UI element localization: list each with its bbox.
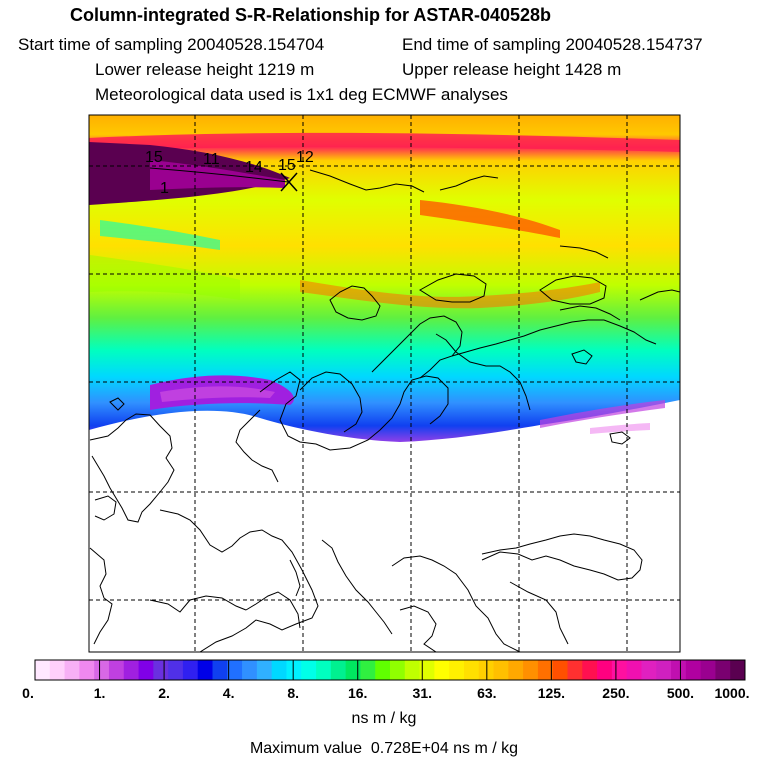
colorbar-tick-label: 250. xyxy=(602,685,630,701)
colorbar-segment xyxy=(212,660,228,680)
colorbar-segment xyxy=(301,660,317,680)
maximum-value-line: Maximum value 0.728E+04 ns m / kg xyxy=(250,740,518,758)
colorbar-segment xyxy=(582,660,598,680)
end-time-label: End time of sampling 20040528.154737 xyxy=(402,35,703,54)
track-label: 11 xyxy=(203,151,220,168)
colorbar-segment xyxy=(626,660,642,680)
colorbar-segment xyxy=(286,660,302,680)
start-time-label: Start time of sampling 20040528.154704 xyxy=(18,35,325,54)
colorbar-segment xyxy=(242,660,258,680)
colorbar-segment xyxy=(123,660,139,680)
track-label: 12 xyxy=(296,149,314,166)
track-label: 14 xyxy=(245,159,263,176)
colorbar-segment xyxy=(94,660,110,680)
colorbar-segment xyxy=(552,660,568,680)
colorbar-segment xyxy=(493,660,509,680)
colorbar-segment xyxy=(227,660,243,680)
colorbar-unit: ns m / kg xyxy=(351,710,417,727)
colorbar-segment xyxy=(271,660,287,680)
map-frame xyxy=(88,114,681,653)
colorbar-segment xyxy=(138,660,154,680)
colorbar-segment xyxy=(671,660,687,680)
colorbar-segment xyxy=(523,660,539,680)
lower-release-label: Lower release height 1219 m xyxy=(95,60,315,79)
colorbar-segment xyxy=(597,660,613,680)
colorbar-frame xyxy=(34,659,746,681)
met-data-label: Meteorological data used is 1x1 deg ECMW… xyxy=(95,85,508,104)
colorbar-segment xyxy=(108,660,125,680)
colorbar-segment xyxy=(49,660,65,680)
colorbar-tick-label: 1000. xyxy=(714,685,750,701)
colorbar-segment xyxy=(404,660,420,680)
colorbar-segment xyxy=(508,660,524,680)
x-marker-icon xyxy=(280,172,298,192)
maximum-value: 0.728E+04 ns m / kg xyxy=(370,740,519,757)
trajectory-track: 15 11 14 15 12 1 xyxy=(145,149,314,197)
colorbar-segment xyxy=(197,660,213,680)
colorbar-segment xyxy=(153,660,169,680)
colorbar-segment xyxy=(611,660,628,680)
colorbar-segment xyxy=(537,660,554,680)
colorbar-tick-label: 2. xyxy=(158,685,170,701)
colorbar-segment xyxy=(685,660,702,680)
plot-title: Column-integrated S-R-Relationship for A… xyxy=(70,5,552,25)
colorbar-segment xyxy=(656,660,672,680)
track-label: 15 xyxy=(145,149,163,166)
colorbar-segment xyxy=(700,660,716,680)
colorbar xyxy=(34,659,746,681)
colorbar-segment xyxy=(434,660,450,680)
colorbar-segment xyxy=(419,660,435,680)
concentration-field xyxy=(89,115,680,652)
colorbar-tick-label: 0. xyxy=(22,685,34,701)
graticule xyxy=(89,115,680,652)
colorbar-segment xyxy=(641,660,657,680)
colorbar-segment xyxy=(64,660,80,680)
coastlines xyxy=(89,169,680,652)
colorbar-segment xyxy=(182,660,199,680)
colorbar-segment xyxy=(463,660,480,680)
colorbar-tick-label: 125. xyxy=(537,685,565,701)
colorbar-tick-label: 500. xyxy=(666,685,695,701)
colorbar-segment xyxy=(360,660,376,680)
colorbar-segment xyxy=(715,660,731,680)
maximum-value-label: Maximum value xyxy=(249,740,362,757)
colorbar-segment xyxy=(168,660,184,680)
colorbar-segment xyxy=(35,660,51,680)
colorbar-tick-label: 1. xyxy=(93,685,106,701)
colorbar-segment xyxy=(316,660,332,680)
colorbar-tick-label: 8. xyxy=(287,685,300,701)
colorbar-segment xyxy=(330,660,347,680)
colorbar-segment xyxy=(390,660,406,680)
colorbar-segment xyxy=(375,660,391,680)
colorbar-segment xyxy=(345,660,361,680)
track-label: 1 xyxy=(160,180,169,197)
track-label: 15 xyxy=(278,157,296,174)
colorbar-segment xyxy=(79,660,95,680)
colorbar-tick-label: 31. xyxy=(412,685,432,701)
colorbar-tick-label: 4. xyxy=(222,685,235,701)
colorbar-segment xyxy=(730,660,746,680)
colorbar-segment xyxy=(256,660,273,680)
colorbar-tick-label: 63. xyxy=(477,685,497,701)
colorbar-segment xyxy=(449,660,465,680)
upper-release-label: Upper release height 1428 m xyxy=(402,60,622,79)
colorbar-tick-label: 16. xyxy=(347,685,368,701)
colorbar-segment xyxy=(567,660,583,680)
